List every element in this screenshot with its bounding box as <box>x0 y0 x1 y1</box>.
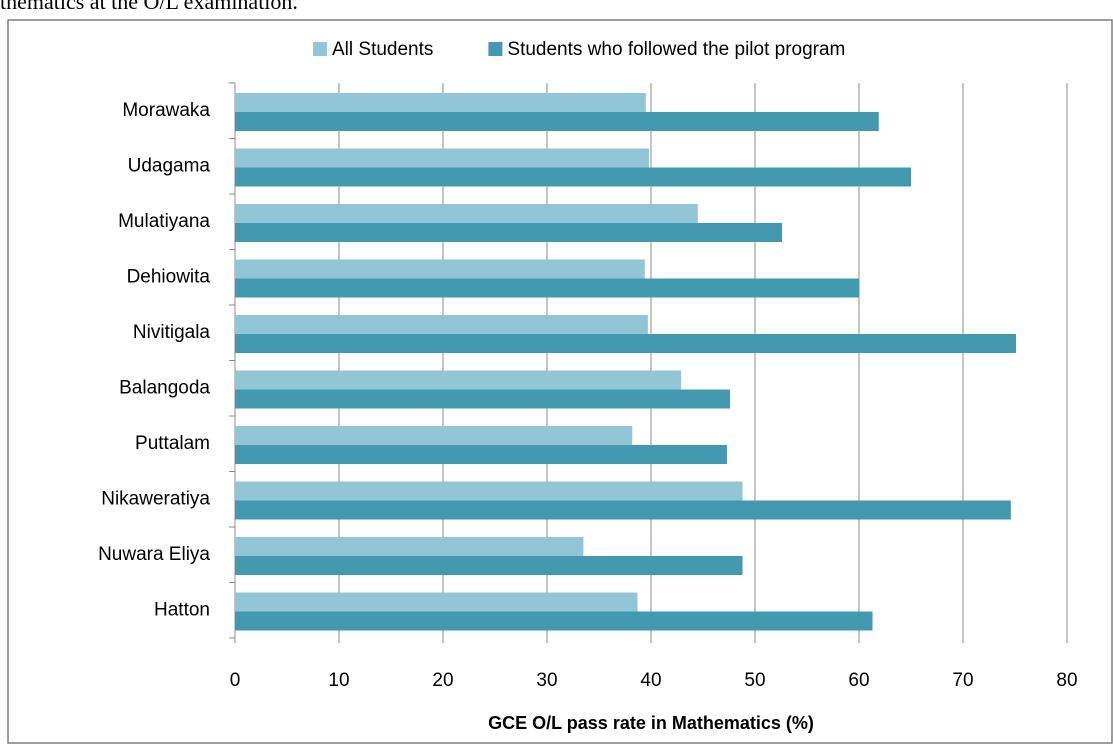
bar <box>235 500 1011 520</box>
bar <box>235 389 731 409</box>
bar <box>235 278 859 298</box>
y-tick-label: Hatton <box>154 599 210 620</box>
bar <box>235 426 633 445</box>
legend-swatch <box>488 42 503 56</box>
y-tick-label: Nikaweratiya <box>101 488 210 509</box>
bar <box>235 537 584 556</box>
bar <box>235 112 879 131</box>
bar <box>235 93 646 112</box>
x-tick-label: 70 <box>952 670 973 691</box>
bar <box>235 481 743 501</box>
y-tick-label: Puttalam <box>135 433 210 454</box>
bar <box>235 315 648 334</box>
x-tick-label: 50 <box>744 670 765 691</box>
x-axis-title: GCE O/L pass rate in Mathematics (%) <box>488 713 814 733</box>
bar <box>235 148 649 168</box>
y-tick-label: Nivitigala <box>133 322 211 343</box>
x-tick-label: 80 <box>1056 670 1077 691</box>
y-tick-label: Morawaka <box>122 100 210 121</box>
x-tick-label: 40 <box>640 670 661 691</box>
bar <box>235 370 682 390</box>
y-tick-label: Udagama <box>128 155 211 176</box>
x-tick-label: 0 <box>230 670 241 691</box>
bar <box>235 223 783 242</box>
y-tick-label: Mulatiyana <box>118 211 210 232</box>
bar <box>235 556 743 575</box>
legend-label: All Students <box>332 39 433 60</box>
chart-frame <box>7 19 1113 744</box>
y-tick-label: Dehiowita <box>127 266 211 287</box>
y-tick-label: Balangoda <box>119 377 210 398</box>
x-tick-label: 20 <box>432 670 453 691</box>
y-tick-label: Nuwara Eliya <box>98 544 210 565</box>
bar <box>235 334 1017 353</box>
x-tick-label: 10 <box>328 670 349 691</box>
x-tick-label: 60 <box>848 670 869 691</box>
bar <box>235 167 911 187</box>
bar <box>235 445 727 464</box>
legend-label: Students who followed the pilot program <box>507 39 845 60</box>
bar <box>235 204 698 223</box>
bar <box>235 592 638 612</box>
legend-swatch <box>313 42 327 56</box>
bar <box>235 259 645 279</box>
caption: thematics at the O/L examination. <box>0 0 298 14</box>
x-tick-label: 30 <box>536 670 557 691</box>
bar <box>235 611 873 631</box>
